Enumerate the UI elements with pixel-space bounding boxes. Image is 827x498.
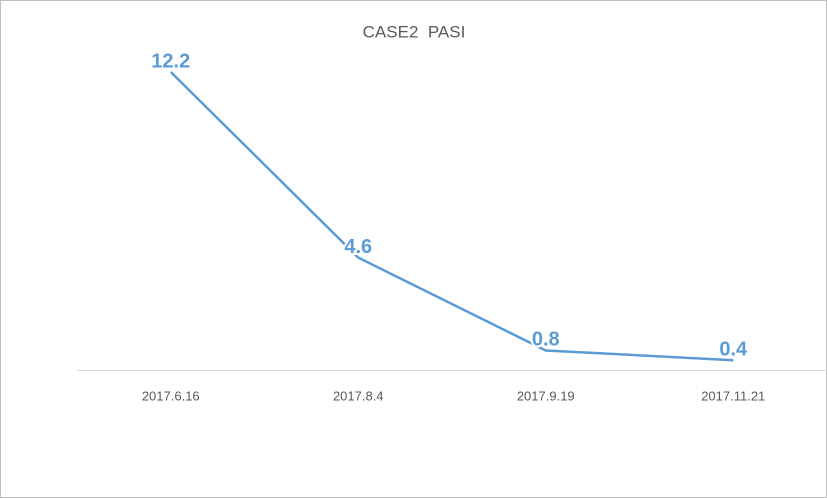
x-tick-label: 2017.11.21: [701, 388, 765, 403]
data-label: 4.6: [344, 236, 372, 258]
data-label: 0.8: [532, 329, 560, 351]
x-tick-label: 2017.8.4: [333, 388, 384, 403]
series-line: [169, 71, 734, 362]
x-tick-label: 2017.6.16: [142, 388, 200, 403]
data-label: 0.4: [719, 339, 748, 361]
chart-title: CASE2 PASI: [363, 22, 466, 41]
x-tick-label: 2017.9.19: [517, 388, 575, 403]
data-label: 12.2: [151, 50, 190, 72]
